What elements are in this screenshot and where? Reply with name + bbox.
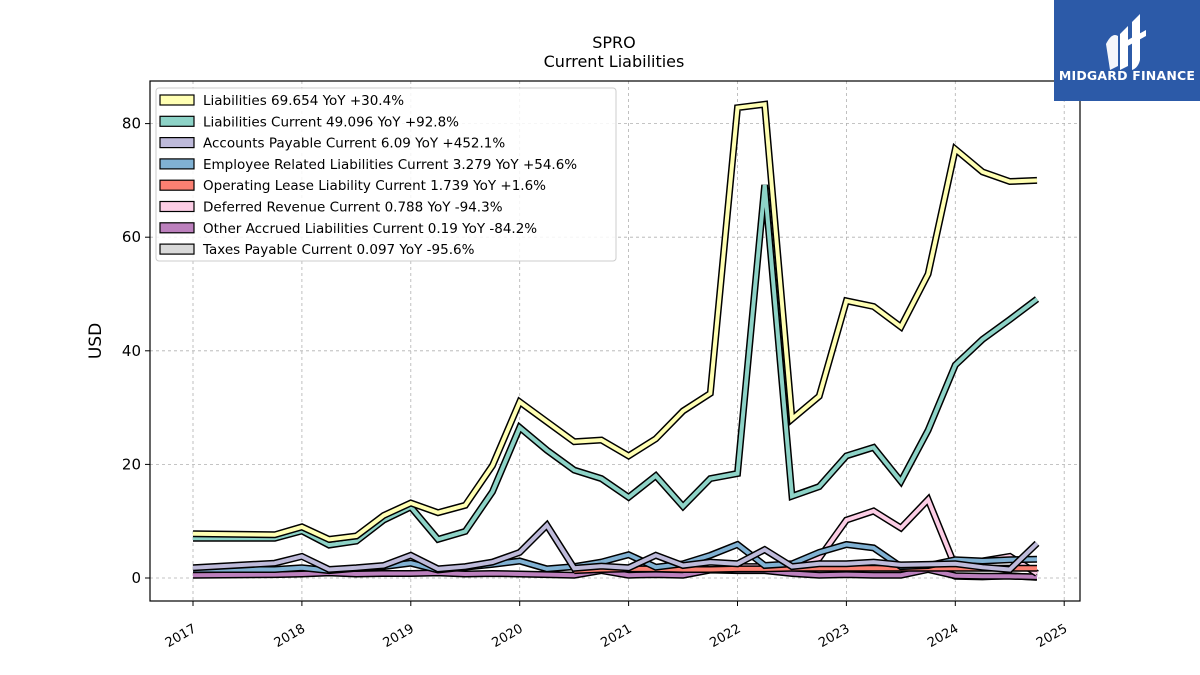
- plot-frame: [149, 80, 1081, 602]
- brand-logo: MIDGARD FINANCE: [1054, 0, 1200, 101]
- series-line: [192, 519, 1040, 574]
- y-tick-label: 0: [131, 569, 141, 587]
- x-tick-label: 2022: [707, 621, 743, 651]
- legend-item: Other Accrued Liabilities Current 0.19 Y…: [159, 221, 537, 237]
- series-line: [192, 100, 1038, 543]
- legend-swatch: [159, 94, 195, 106]
- legend: Liabilities 69.654 YoY +30.4% Liabilities…: [155, 87, 617, 262]
- legend-swatch: [159, 115, 195, 127]
- legend-label: Other Accrued Liabilities Current 0.19 Y…: [203, 221, 537, 237]
- series-layer: [192, 100, 1040, 581]
- legend-swatch: [159, 137, 195, 149]
- x-tick-label: 2017: [163, 621, 199, 651]
- x-tick-label: 2019: [381, 621, 417, 651]
- y-axis-label: USD: [86, 323, 106, 359]
- x-tick-label: 2024: [925, 621, 961, 651]
- legend-label: Taxes Payable Current 0.097 YoY -95.6%: [202, 242, 475, 258]
- series-line-stroke: [192, 102, 1038, 542]
- legend-item: Taxes Payable Current 0.097 YoY -95.6%: [159, 242, 475, 258]
- x-tick-label: 2023: [816, 621, 852, 651]
- legend-item: Liabilities Current 49.096 YoY +92.8%: [159, 114, 459, 130]
- legend-item: Employee Related Liabilities Current 3.2…: [159, 157, 577, 173]
- x-tick-label: 2018: [272, 621, 308, 651]
- legend-item: Deferred Revenue Current 0.788 YoY -94.3…: [159, 200, 503, 216]
- series-line-stroke: [192, 522, 1039, 572]
- series-line: [192, 565, 1038, 581]
- chart-title: SPRO: [592, 33, 636, 52]
- legend-item: Accounts Payable Current 6.09 YoY +452.1…: [159, 136, 505, 152]
- legend-item: Operating Lease Liability Current 1.739 …: [159, 178, 546, 194]
- legend-swatch: [159, 200, 195, 213]
- x-tick-label: 2025: [1034, 621, 1070, 651]
- x-tick-label: 2021: [598, 621, 634, 651]
- legend-label: Deferred Revenue Current 0.788 YoY -94.3…: [203, 200, 503, 216]
- legend-swatch: [159, 179, 195, 191]
- y-tick-label: 60: [122, 228, 141, 246]
- x-tick-label: 2020: [490, 621, 526, 651]
- brand-name: MIDGARD FINANCE: [1058, 68, 1196, 83]
- legend-label: Operating Lease Liability Current 1.739 …: [203, 178, 546, 194]
- series-line: [193, 184, 1040, 549]
- legend-swatch: [159, 222, 195, 234]
- series-line-stroke: [193, 184, 1039, 548]
- legend-item: Liabilities 69.654 YoY +30.4%: [159, 93, 404, 109]
- series-line-stroke: [192, 567, 1038, 579]
- chart-subtitle: Current Liabilities: [544, 52, 685, 71]
- brand-mark-icon: [1106, 14, 1146, 70]
- y-tick-label: 80: [122, 115, 141, 133]
- x-axis: 2017 2018 2019 2020 2021 2022 2023 2024 2025: [163, 601, 1070, 651]
- y-axis: 0 20 40 60 80: [122, 115, 150, 587]
- legend-label: Liabilities 69.654 YoY +30.4%: [203, 93, 404, 109]
- legend-box: [155, 87, 617, 262]
- legend-label: Accounts Payable Current 6.09 YoY +452.1…: [203, 136, 505, 152]
- legend-label: Employee Related Liabilities Current 3.2…: [203, 157, 577, 173]
- legend-swatch: [159, 158, 195, 170]
- legend-swatch: [159, 243, 195, 255]
- y-tick-label: 40: [122, 342, 141, 360]
- legend-label: Liabilities Current 49.096 YoY +92.8%: [203, 114, 459, 130]
- y-tick-label: 20: [122, 455, 141, 473]
